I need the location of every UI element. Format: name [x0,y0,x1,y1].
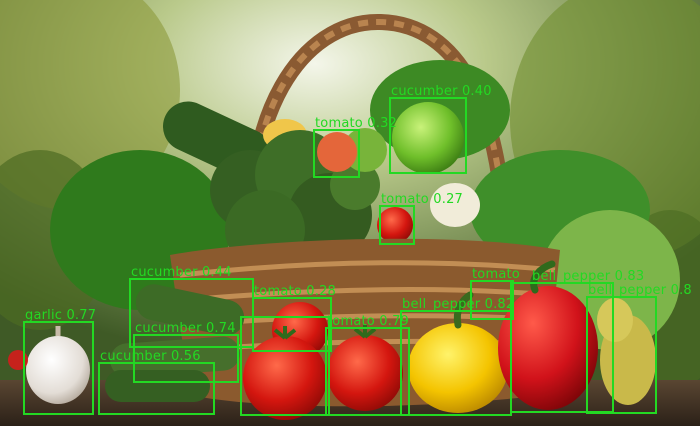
detection-box-tomato: tomato 0.27 [379,193,463,245]
detection-label: tomato 0.32 [315,116,398,131]
detection-label: cucumber 0.56 [100,349,201,364]
detection-label: cucumber 0.44 [131,265,232,280]
detection-box-bell-pepper: bell_pepper 0.8 [586,284,692,414]
detection-label: cucumber 0.74 [135,321,236,336]
detection-box-bell-pepper: bell_pepper 0.83 [510,270,644,413]
detection-label: bell_pepper 0.82 [402,297,515,312]
detection-box-garlic: garlic 0.77 [23,309,96,415]
detection-label: tomato 0.28 [254,284,337,299]
detection-box-tomato: tomato 0.28 [252,285,336,352]
detection-label: cucumber 0.40 [391,84,492,99]
detection-label: tomato 0.79 [327,314,410,329]
detection-label: tomato [472,267,520,282]
detection-box-cucumber: cucumber 0.40 [389,85,492,174]
detection-label: bell_pepper 0.8 [588,283,692,298]
detection-box-tomato: tomato 0.32 [313,117,397,178]
detection-box-tomato: tomato 0.79 [325,315,410,416]
detection-box-cucumber: cucumber 0.74 [133,322,239,383]
detection-label: tomato 0.27 [381,192,464,207]
detection-label: garlic 0.77 [25,308,97,323]
detection-box-tomato: tomato [470,268,520,320]
detection-box-tomato [240,316,330,416]
detection-box-bell-pepper: bell_pepper 0.82 [400,298,514,416]
detection-label: bell_pepper 0.83 [532,269,645,284]
detection-box-cucumber: cucumber 0.56 [98,350,215,415]
